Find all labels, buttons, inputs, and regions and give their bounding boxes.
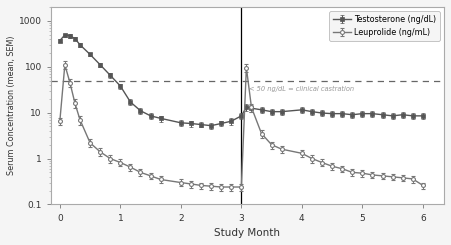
X-axis label: Study Month: Study Month [214, 228, 281, 238]
Legend: Testosterone (ng/dL), Leuprolide (ng/mL): Testosterone (ng/dL), Leuprolide (ng/mL) [329, 11, 440, 41]
Text: < 50 ng/dL = clinical castration: < 50 ng/dL = clinical castration [249, 86, 354, 92]
Y-axis label: Serum Concentration (mean, SEM): Serum Concentration (mean, SEM) [7, 36, 16, 175]
